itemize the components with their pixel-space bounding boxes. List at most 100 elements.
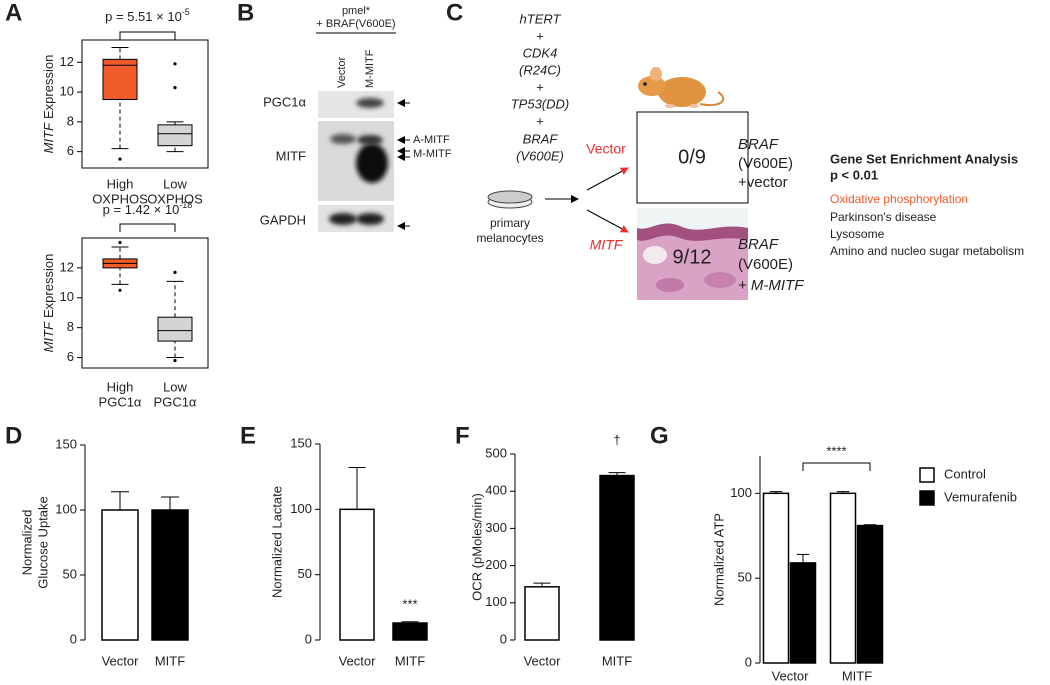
band [357,135,383,145]
p-value-exponent: -5 [182,7,190,17]
cell-label: primary [490,216,530,230]
outlier [173,86,177,90]
outlier [173,358,177,363]
result: 9/12 [673,246,712,268]
row-label: PGC1α [263,94,306,109]
y-axis-label: MITF Expression [41,254,56,353]
x-tick-label: MITF [842,668,872,683]
cell-label: melanocytes [476,231,543,245]
y-tick-label: 12 [60,259,74,274]
result-box [636,111,749,204]
bar [762,492,790,664]
result: 0/9 [678,146,706,168]
x-tick-label: MITF [395,653,425,668]
y-axis-label-text: Expression [41,55,56,119]
y-axis-label: Glucose Uptake [35,496,50,589]
band [356,213,384,225]
arrow [586,167,629,191]
box [102,58,138,101]
bar [151,509,189,641]
panel-letter: E [240,422,256,449]
outlier [118,240,122,245]
band-label: M-MITF [413,148,452,160]
panel-letter: A [5,0,22,26]
y-tick-label: 50 [63,566,77,581]
p-value-text: p = 1.42 × 10 [103,202,180,217]
arrow [586,209,629,233]
arm-label: MITF [590,237,624,253]
y-tick-label: 100 [730,485,752,500]
y-axis-label: Normalized ATP [711,513,726,606]
y-tick-label: 100 [290,501,312,516]
y-tick-label: 50 [298,566,312,581]
gene: hTERT [520,11,562,26]
bar [829,492,857,664]
x-tick-label: OXPHOS [147,191,203,206]
gene: CDK4 [523,45,558,60]
y-tick-label: 6 [67,143,74,158]
gene: + [536,79,544,94]
x-tick-label: PGC1α [99,394,142,409]
y-tick-label: 50 [738,570,752,585]
bar [524,586,560,641]
arm-description: (V600E) [738,155,793,172]
y-axis-label-italic: MITF [41,122,56,153]
y-tick-label: 10 [60,289,74,304]
arm-description: (V600E) [738,256,793,273]
x-tick-label: High [107,379,134,394]
band [329,213,357,225]
y-tick-label: 12 [60,54,74,69]
plot-frame [81,237,209,369]
y-tick-label: 8 [67,113,74,128]
gene: BRAF [523,131,559,146]
gsea-title: Gene Set Enrichment Analysis [830,151,1018,166]
panel-letter: C [446,0,463,26]
x-tick-label: PGC1α [154,394,197,409]
plot-frame [81,39,209,169]
y-tick-label: 100 [485,594,507,609]
y-tick-label: 150 [290,435,312,450]
significance: **** [826,443,846,458]
band [356,98,384,108]
p-value-text: p = 5.51 × 10 [105,9,182,24]
gene: (R24C) [519,62,561,77]
y-tick-label: 300 [485,520,507,535]
legend-label: Vemurafenib [944,489,1017,504]
x-tick-label: High [107,176,134,191]
p-value: p = 1.42 × 10-18 [103,200,193,217]
band-label: A-MITF [413,134,450,146]
y-axis-label: Normalized [19,510,34,576]
legend-label: Control [944,466,986,481]
lane-label: M-MITF [364,49,376,88]
y-tick-label: 0 [745,654,752,669]
arm-description: BRAF [738,236,779,253]
outlier [118,288,122,292]
y-tick-label: 200 [485,557,507,572]
x-tick-label: MITF [155,653,185,668]
y-tick-label: 400 [485,483,507,498]
outlier [173,270,177,274]
y-axis-label: MITF Expression [41,55,56,154]
y-tick-label: 0 [70,631,77,646]
histology [637,208,748,300]
diagram-panel: C hTERT + CDK4 (R24C) + TP53(DD) + BRAF … [446,0,1024,300]
panel-letter: B [237,0,254,26]
box [157,316,193,342]
x-tick-label: Vector [339,653,377,668]
legend-swatch [919,490,935,506]
band [356,143,388,183]
arm-description: BRAF [738,136,779,153]
gene: (V600E) [516,148,564,163]
panel-letter: F [455,422,470,449]
legend-swatch [919,467,935,483]
row-label: GAPDH [260,212,306,227]
bar [856,524,884,664]
significance: † [613,432,620,447]
bracket [802,462,871,471]
arm-description: + M-MITF [738,277,804,294]
bracket [119,31,176,40]
row-label: MITF [276,148,306,163]
box [157,124,193,147]
x-tick-label: Vector [772,668,810,683]
panel-letter: G [650,422,669,449]
